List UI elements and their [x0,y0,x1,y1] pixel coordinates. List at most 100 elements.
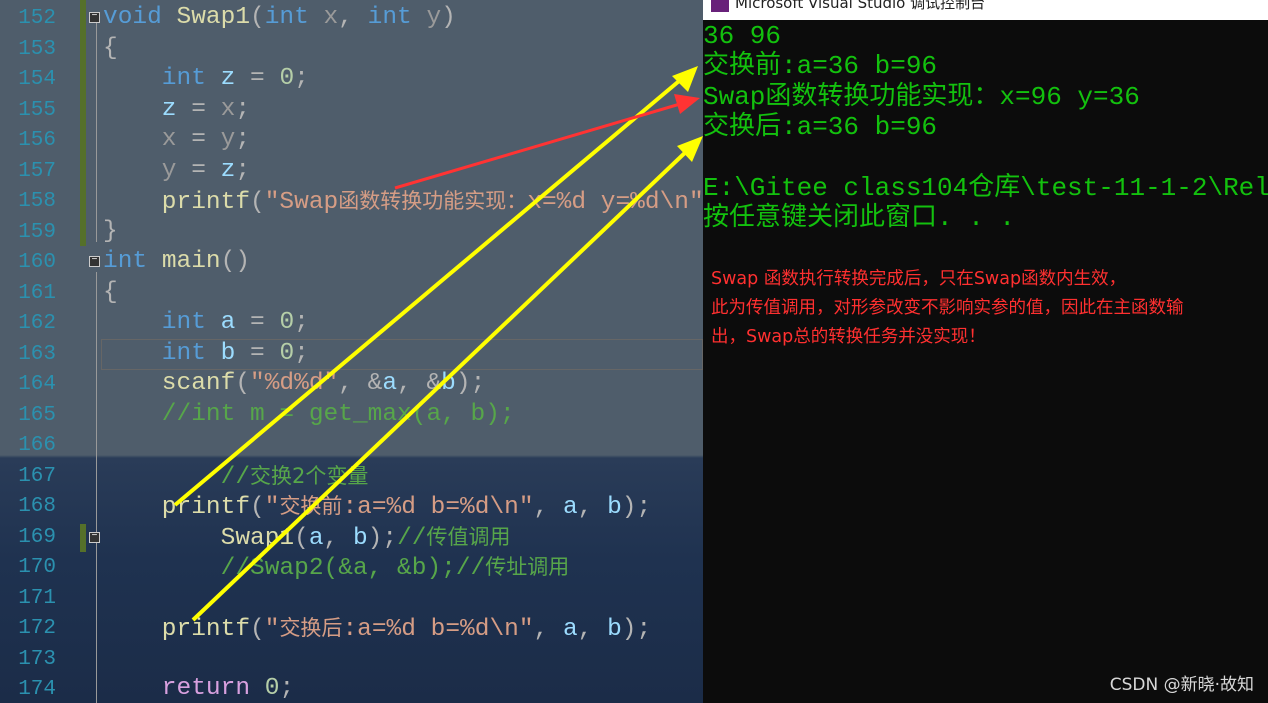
code-token-num: 0 [279,65,295,92]
code-line[interactable]: x = y; [103,125,250,155]
line-number: 153 [18,37,56,61]
code-token-punc: } [103,217,118,245]
code-token-punc: , [338,4,368,31]
code-line[interactable]: y = z; [103,156,250,186]
note-line: 此为传值调用，对形参改变不影响实参的值，因此在主函数输 [711,298,1184,318]
code-token-punc: , [533,494,563,521]
code-line[interactable]: scanf("%d%d", &a, &b); [103,369,485,399]
note-line: 出，Swap总的转换任务并没实现！ [711,327,986,347]
code-token-punc: ; [235,126,251,153]
code-token-cmt: 交换2个变量 [250,463,369,488]
code-token-punc: ( [250,616,265,643]
code-token-punc: ( [250,494,265,521]
code-line[interactable]: //交换2个变量 [103,461,369,493]
line-number: 174 [18,678,56,701]
code-line[interactable]: { [103,34,118,64]
code-line[interactable]: printf("交换后:a=%d b=%d\n", a, b); [103,613,651,645]
code-token-str: :a=%d b=%d\n" [342,494,534,521]
console-output-line: 交换前:a=36 b=96 [703,51,938,82]
line-number: 157 [18,159,56,183]
code-line[interactable]: void Swap1(int x, int y) [103,3,456,33]
code-line[interactable]: int a = 0; [103,308,309,338]
collapse-icon[interactable]: − [89,12,100,23]
code-token-str: 交换后 [279,616,343,640]
line-number: 168 [18,495,56,518]
console-output-line: E:\Gitee class104仓库\test-11-1-2\Rele [703,172,1268,203]
code-token-str: " [264,494,280,521]
line-number: 171 [18,586,56,610]
code-token-punc: , [577,616,608,643]
code-token-cmt: 传址调用 [485,555,570,579]
code-line[interactable]: int z = 0; [103,64,309,94]
line-number: 156 [18,129,56,152]
watermark: CSDN @新晓·故知 [1109,675,1254,695]
code-line[interactable]: { [103,278,118,308]
code-token-str: x=%d y=%d\n" [527,189,703,216]
console-output-line: 36 96 [703,21,782,51]
code-token-kw: int [103,339,221,367]
code-token-punc: ; [294,339,309,367]
code-token-cmt: // [103,463,251,491]
code-token-fn: printf [103,189,251,216]
code-line[interactable]: //int m = get_max(a, b); [103,400,515,430]
code-token-var: a [562,616,578,643]
code-token-punc: = [235,65,280,92]
code-token-var: b [352,524,368,552]
vs-console-icon [711,0,729,12]
code-token-var: a [382,370,398,397]
collapse-icon[interactable]: − [89,256,100,267]
code-token-punc: ; [235,95,251,123]
code-token-num: 0 [279,339,295,367]
code-token-var: z [220,65,236,92]
code-token-kw: int [367,4,427,31]
code-line[interactable]: Swap1(a, b);//传值调用 [103,522,511,554]
console-title: Microsoft Visual Studio 调试控制台 [735,0,986,12]
console-output-line: Swap函数转换功能实现：x=96 y=36 [703,81,1140,112]
code-token-punc: = [176,156,221,184]
code-line[interactable]: } [103,217,118,247]
code-token-var: b [220,339,236,367]
line-number: 155 [18,98,56,122]
code-token-punc: () [220,248,251,275]
code-line[interactable]: printf("Swap函数转换功能实现：x=%d y=%d\n" [103,186,703,218]
code-token-fn: Swap1 [176,4,251,31]
code-token-punc: , [323,524,353,552]
code-token-kw: void [103,4,177,31]
code-token-ctrl: return [103,675,265,702]
line-number: 170 [18,556,56,579]
code-token-var: z [220,156,236,184]
collapse-icon[interactable]: − [89,532,100,543]
code-token-fn: printf [103,494,251,521]
code-line[interactable]: //Swap2(&a, &b);//传址调用 [103,552,570,584]
code-token-punc: = [235,339,280,367]
code-token-punc: ( [250,4,265,31]
code-token-punc: ) [441,4,456,31]
code-editor[interactable]: − − − 152 void Swap1(int x, int y) 153{154… [0,0,703,703]
line-number: 165 [18,403,56,427]
code-token-param: x [323,4,339,31]
console-titlebar[interactable]: Microsoft Visual Studio 调试控制台 [703,0,1268,20]
code-line[interactable]: printf("交换前:a=%d b=%d\n", a, b); [103,491,651,523]
code-token-kw: int [103,309,221,336]
code-token-punc: ; [235,156,251,184]
code-token-fn: main [161,248,221,275]
line-number: 166 [18,434,56,457]
code-token-cmt: //Swap2(&a, &b);// [103,555,486,582]
code-line[interactable]: z = x; [103,95,250,125]
debug-console-window[interactable]: Microsoft Visual Studio 调试控制台 36 96 交换前:a… [703,0,1268,703]
code-token-punc: ); [621,494,652,521]
code-token-str: 函数转换功能实现： [338,189,528,213]
code-token-num: 0 [279,309,295,336]
code-line[interactable]: int b = 0; [103,339,309,369]
code-token-num: 0 [264,675,280,702]
code-token-punc: , [533,616,563,643]
code-token-var: a [220,309,236,336]
code-line[interactable]: int main() [103,247,250,277]
code-token-param: y [103,156,177,184]
code-token-punc: ( [294,524,309,552]
line-number: 169 [18,525,56,549]
code-line[interactable]: return 0; [103,674,294,703]
code-token-param: y [220,126,236,153]
line-number: 162 [18,312,56,335]
code-token-var: a [308,524,324,552]
